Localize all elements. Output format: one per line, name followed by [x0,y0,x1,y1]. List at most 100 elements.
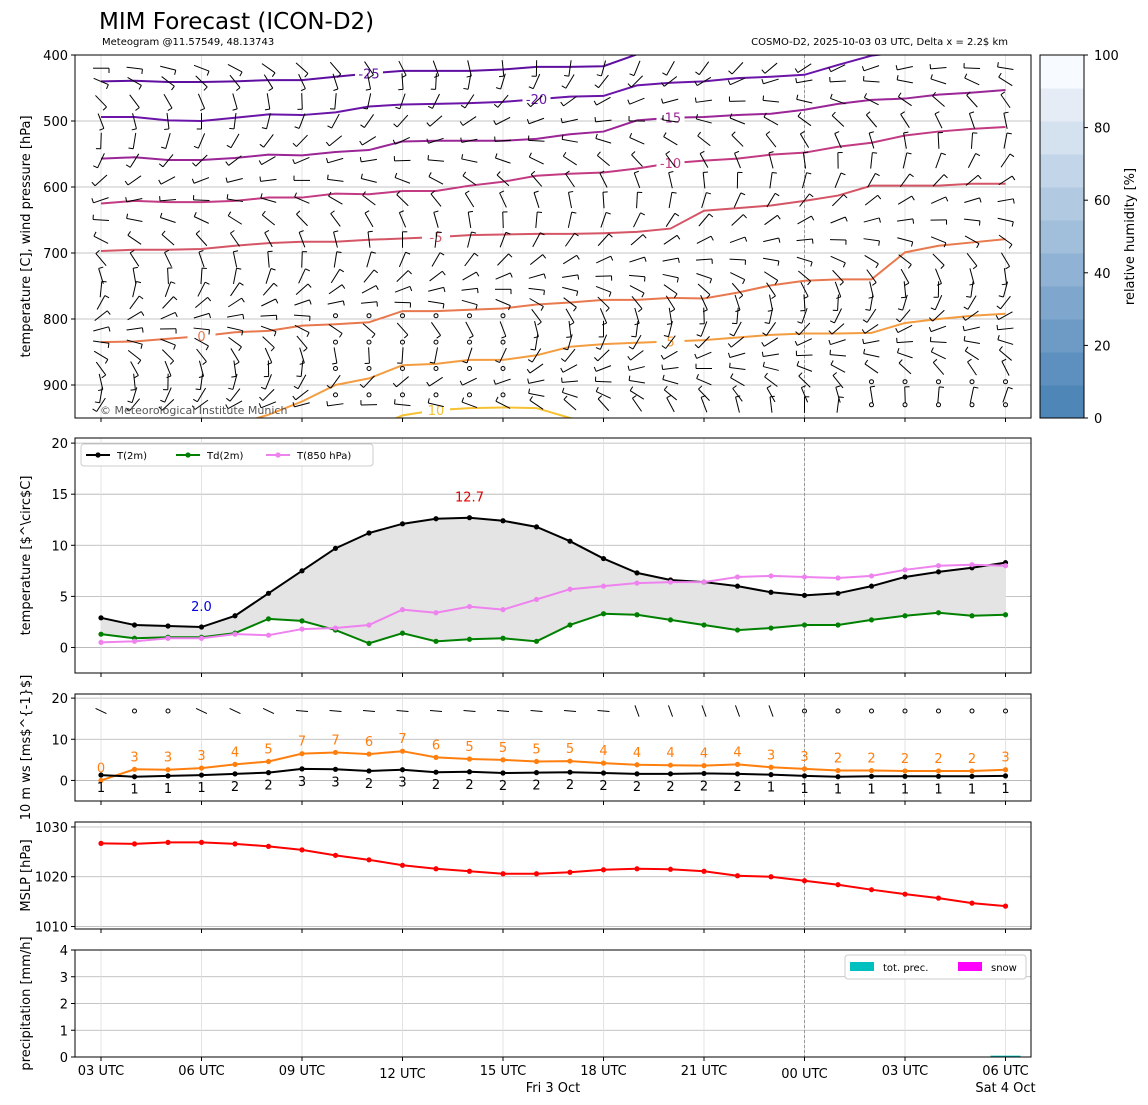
mslp-point [768,874,774,880]
temp-series-1-point [868,617,875,623]
wind-barb [763,337,779,347]
wind-barb-feather [666,323,672,325]
wind-barb-feather [595,386,599,392]
wind-barb-feather [428,172,432,177]
mean-wind-label: 2 [599,779,607,794]
calm-wind-marker [969,402,975,408]
wind-barb [227,313,243,318]
gust-label: 3 [130,750,138,765]
y-tick-label: 1030 [35,821,68,836]
wind-barb-feather [696,334,702,337]
wind-barb-feather [963,335,966,341]
wind-barb [663,389,678,401]
wind-barb [294,324,310,333]
wind-barb-feather [962,325,965,331]
wind-barb [935,268,942,284]
calm-wind-marker [500,366,506,371]
wind-barb-feather [427,398,430,404]
wind-barb [663,234,678,245]
wind-barb [364,212,374,228]
wind-barb [630,234,644,246]
wind-barb [328,324,343,334]
temp-series-2-point [332,625,339,631]
wind-series-1-point [131,774,138,780]
wind-barb [327,300,344,305]
wind-barb-feather [203,86,208,91]
wind-barb [501,60,505,77]
wind-barb [266,113,271,129]
wind-barb [330,213,341,227]
colorbar-segment [1040,319,1084,353]
wind-barb [696,118,712,124]
wind-barb [495,298,511,307]
wind-series-1-point [500,770,506,776]
wind-barb-feather [660,82,665,87]
wind-barb [1002,387,1009,403]
wind-barb [897,352,913,359]
wind-barb-feather [233,250,239,253]
chart-title: MIM Forecast (ICON-D2) [99,9,374,35]
wind-barb [596,391,611,399]
wind-barb [729,258,746,261]
mean-wind-label: 1 [767,781,775,796]
isotherm-label-bg [355,65,383,81]
wind-series-1-point [165,773,171,779]
wind-barb-feather [870,385,876,388]
temp-series-1-point [399,630,406,636]
temp-series-1-point [902,613,908,619]
wind-barb-feather [462,171,467,177]
wind-barb-feather [195,230,201,235]
wind-barb-feather [762,361,765,367]
wind-barb-feather [229,127,235,130]
wind-barb [897,218,913,222]
wind-barb [528,287,545,291]
wind-barb [133,373,136,390]
wind-barb [730,272,745,281]
wind-barb-feather [564,74,569,77]
y-tick-label: 20 [51,692,68,707]
wind-barb [333,231,338,248]
wind-barb [562,254,578,265]
wind-barb [903,132,907,149]
wind-barb-feather [208,313,212,319]
wind-barb [937,386,940,403]
wind-barb-feather [627,99,631,105]
wind-barb [665,295,676,310]
wind-barb-feather [395,106,401,110]
wind-barb-feather [694,81,698,86]
wind-barb-feather [140,344,143,349]
mean-wind-label: 1 [834,783,842,798]
wind-barb [863,65,880,72]
wind-barb-feather [442,303,445,309]
wind-barb [432,60,440,76]
wind-barb [696,273,712,280]
wind-barb-feather [493,379,496,385]
wind-barb [297,374,307,389]
wind-barb-feather [930,74,933,80]
wind-barb [799,133,810,148]
wind-series-0-point [734,761,741,767]
wind-barb [260,197,277,203]
wind-series-0-point [600,760,607,766]
wind-barb [632,397,642,412]
wind-barb [562,286,578,292]
wind-barb-feather [661,345,666,349]
mean-wind-label: 3 [398,776,406,791]
y-tick-label: 400 [43,49,68,64]
wind-barb [665,335,676,349]
calm-wind-marker [969,708,975,714]
wind-barb-feather [1009,153,1015,158]
wind-barb [897,324,913,333]
wind-barb [668,321,673,337]
wind-barb [132,132,137,149]
wind-barb-feather [605,211,611,215]
wind-barb [697,135,711,147]
temp-series-0-point [232,613,238,619]
wind-barb-feather [561,85,567,89]
mslp-point [232,841,238,847]
wind-barb [699,153,709,168]
wind-barb-feather [207,297,212,302]
wind-barb [998,311,1013,321]
wind-barb [897,195,913,205]
wind-barb [261,63,276,74]
